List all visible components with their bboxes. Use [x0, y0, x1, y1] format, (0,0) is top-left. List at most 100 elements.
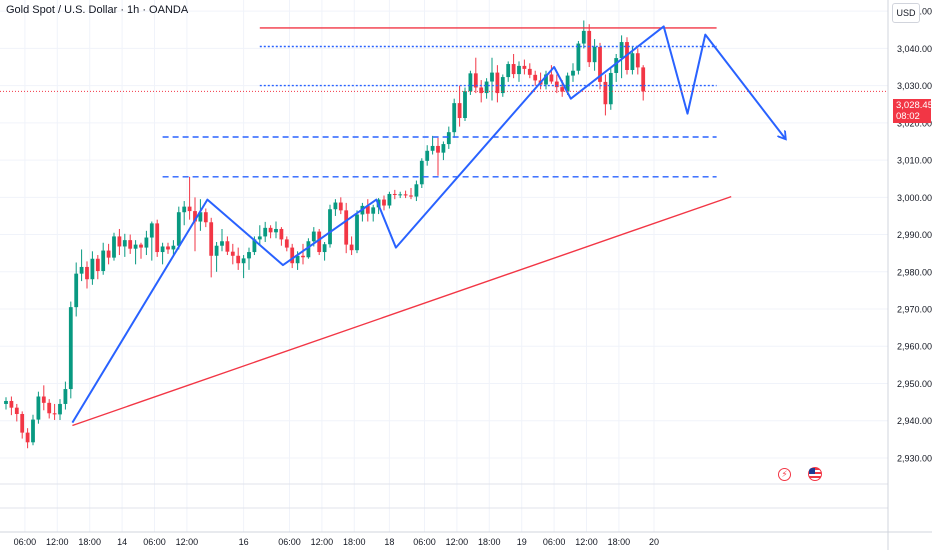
candle [36, 391, 41, 424]
candles [4, 20, 646, 449]
flash-event-icon[interactable]: ⚡ [778, 468, 791, 481]
candle [468, 70, 473, 95]
bar-countdown: 08:02 [896, 111, 920, 122]
candle [198, 199, 203, 231]
candle [533, 70, 538, 86]
candle [382, 195, 386, 211]
candle [160, 242, 165, 265]
time-tick-label: 06:00 [413, 537, 436, 547]
candle [149, 221, 154, 261]
candle [290, 243, 295, 269]
time-tick-label: 12:00 [46, 537, 69, 547]
candle [139, 242, 143, 259]
time-tick-label: 18 [384, 537, 394, 547]
candle [214, 242, 219, 272]
candle [236, 247, 241, 270]
price-tick-label: 2,980.000 [897, 267, 932, 277]
candle [128, 234, 133, 254]
price-tick-label: 2,970.000 [897, 305, 932, 315]
candle [52, 403, 57, 420]
candle [225, 236, 230, 256]
red-solid-line[interactable] [72, 195, 732, 427]
candle [587, 24, 592, 68]
time-tick-label: 14 [117, 537, 127, 547]
candle [549, 65, 554, 84]
candle [274, 221, 278, 239]
candle [598, 42, 602, 90]
candle [387, 191, 392, 209]
candle [403, 190, 408, 199]
time-tick-label: 12:00 [575, 537, 598, 547]
candle [641, 65, 646, 101]
candle [328, 204, 332, 248]
candle [473, 57, 478, 94]
time-tick-label: 12:00 [311, 537, 334, 547]
candle [554, 74, 559, 94]
candle [176, 206, 181, 250]
candle [166, 242, 170, 254]
price-tick-label: 3,010.000 [897, 156, 932, 166]
drawings[interactable] [71, 25, 785, 427]
candle [409, 188, 413, 200]
candle [544, 70, 548, 90]
candle [25, 428, 30, 449]
candle [14, 403, 19, 422]
candle [122, 233, 127, 257]
candle [511, 53, 516, 79]
candle [171, 240, 176, 256]
time-axis[interactable]: 06:00 12:00 18:00 14 06:00 12:00 16 06:00 12:00 1… [14, 537, 659, 547]
candle [522, 59, 527, 75]
candle [9, 396, 14, 416]
time-tick-label: 18:00 [78, 537, 101, 547]
candle [571, 63, 575, 82]
candle [365, 199, 370, 222]
candle [306, 238, 311, 259]
last-price-badge: 3,028.450 08:02 [893, 99, 932, 123]
candle [68, 301, 73, 399]
candle [209, 217, 214, 278]
candle [322, 242, 327, 261]
price-tick-label: 3,030.000 [897, 81, 932, 91]
time-tick-label: 18:00 [343, 537, 366, 547]
candle [608, 67, 613, 110]
zigzag-projection-path[interactable] [71, 25, 785, 424]
candle [155, 219, 160, 257]
candle [619, 35, 624, 79]
time-tick-label: 18:00 [478, 537, 501, 547]
candle [133, 240, 138, 265]
candle [101, 242, 106, 275]
candle [446, 126, 451, 149]
currency-button[interactable]: USD [892, 3, 920, 23]
candle [4, 397, 8, 410]
time-tick-label: 18:00 [608, 537, 631, 547]
candle [187, 176, 192, 220]
candle [490, 57, 494, 101]
candle [247, 247, 251, 270]
price-axis[interactable]: 2,930.000 2,940.000 2,950.000 2,960.000 2,97… [897, 7, 932, 464]
price-tick-label: 2,990.000 [897, 230, 932, 240]
price-tick-label: 2,940.000 [897, 416, 932, 426]
candle [220, 228, 224, 252]
candle [436, 137, 440, 176]
candle [495, 65, 500, 103]
candle [355, 210, 359, 254]
price-tick-label: 2,950.000 [897, 379, 932, 389]
candle [117, 228, 122, 256]
candle [506, 61, 511, 82]
candle [392, 189, 397, 200]
price-tick-label: 3,040.000 [897, 44, 932, 54]
candle [500, 74, 505, 97]
chart-grid [0, 0, 888, 532]
candle [344, 202, 349, 254]
candle [463, 87, 467, 121]
candle [257, 225, 262, 245]
candle [79, 249, 84, 282]
us-flag-event-icon[interactable] [808, 467, 822, 481]
candle [635, 48, 640, 75]
time-tick-label: 20 [649, 537, 659, 547]
candle [90, 251, 95, 285]
candle [414, 180, 419, 202]
price-tick-label: 2,960.000 [897, 342, 932, 352]
candle [112, 232, 116, 261]
